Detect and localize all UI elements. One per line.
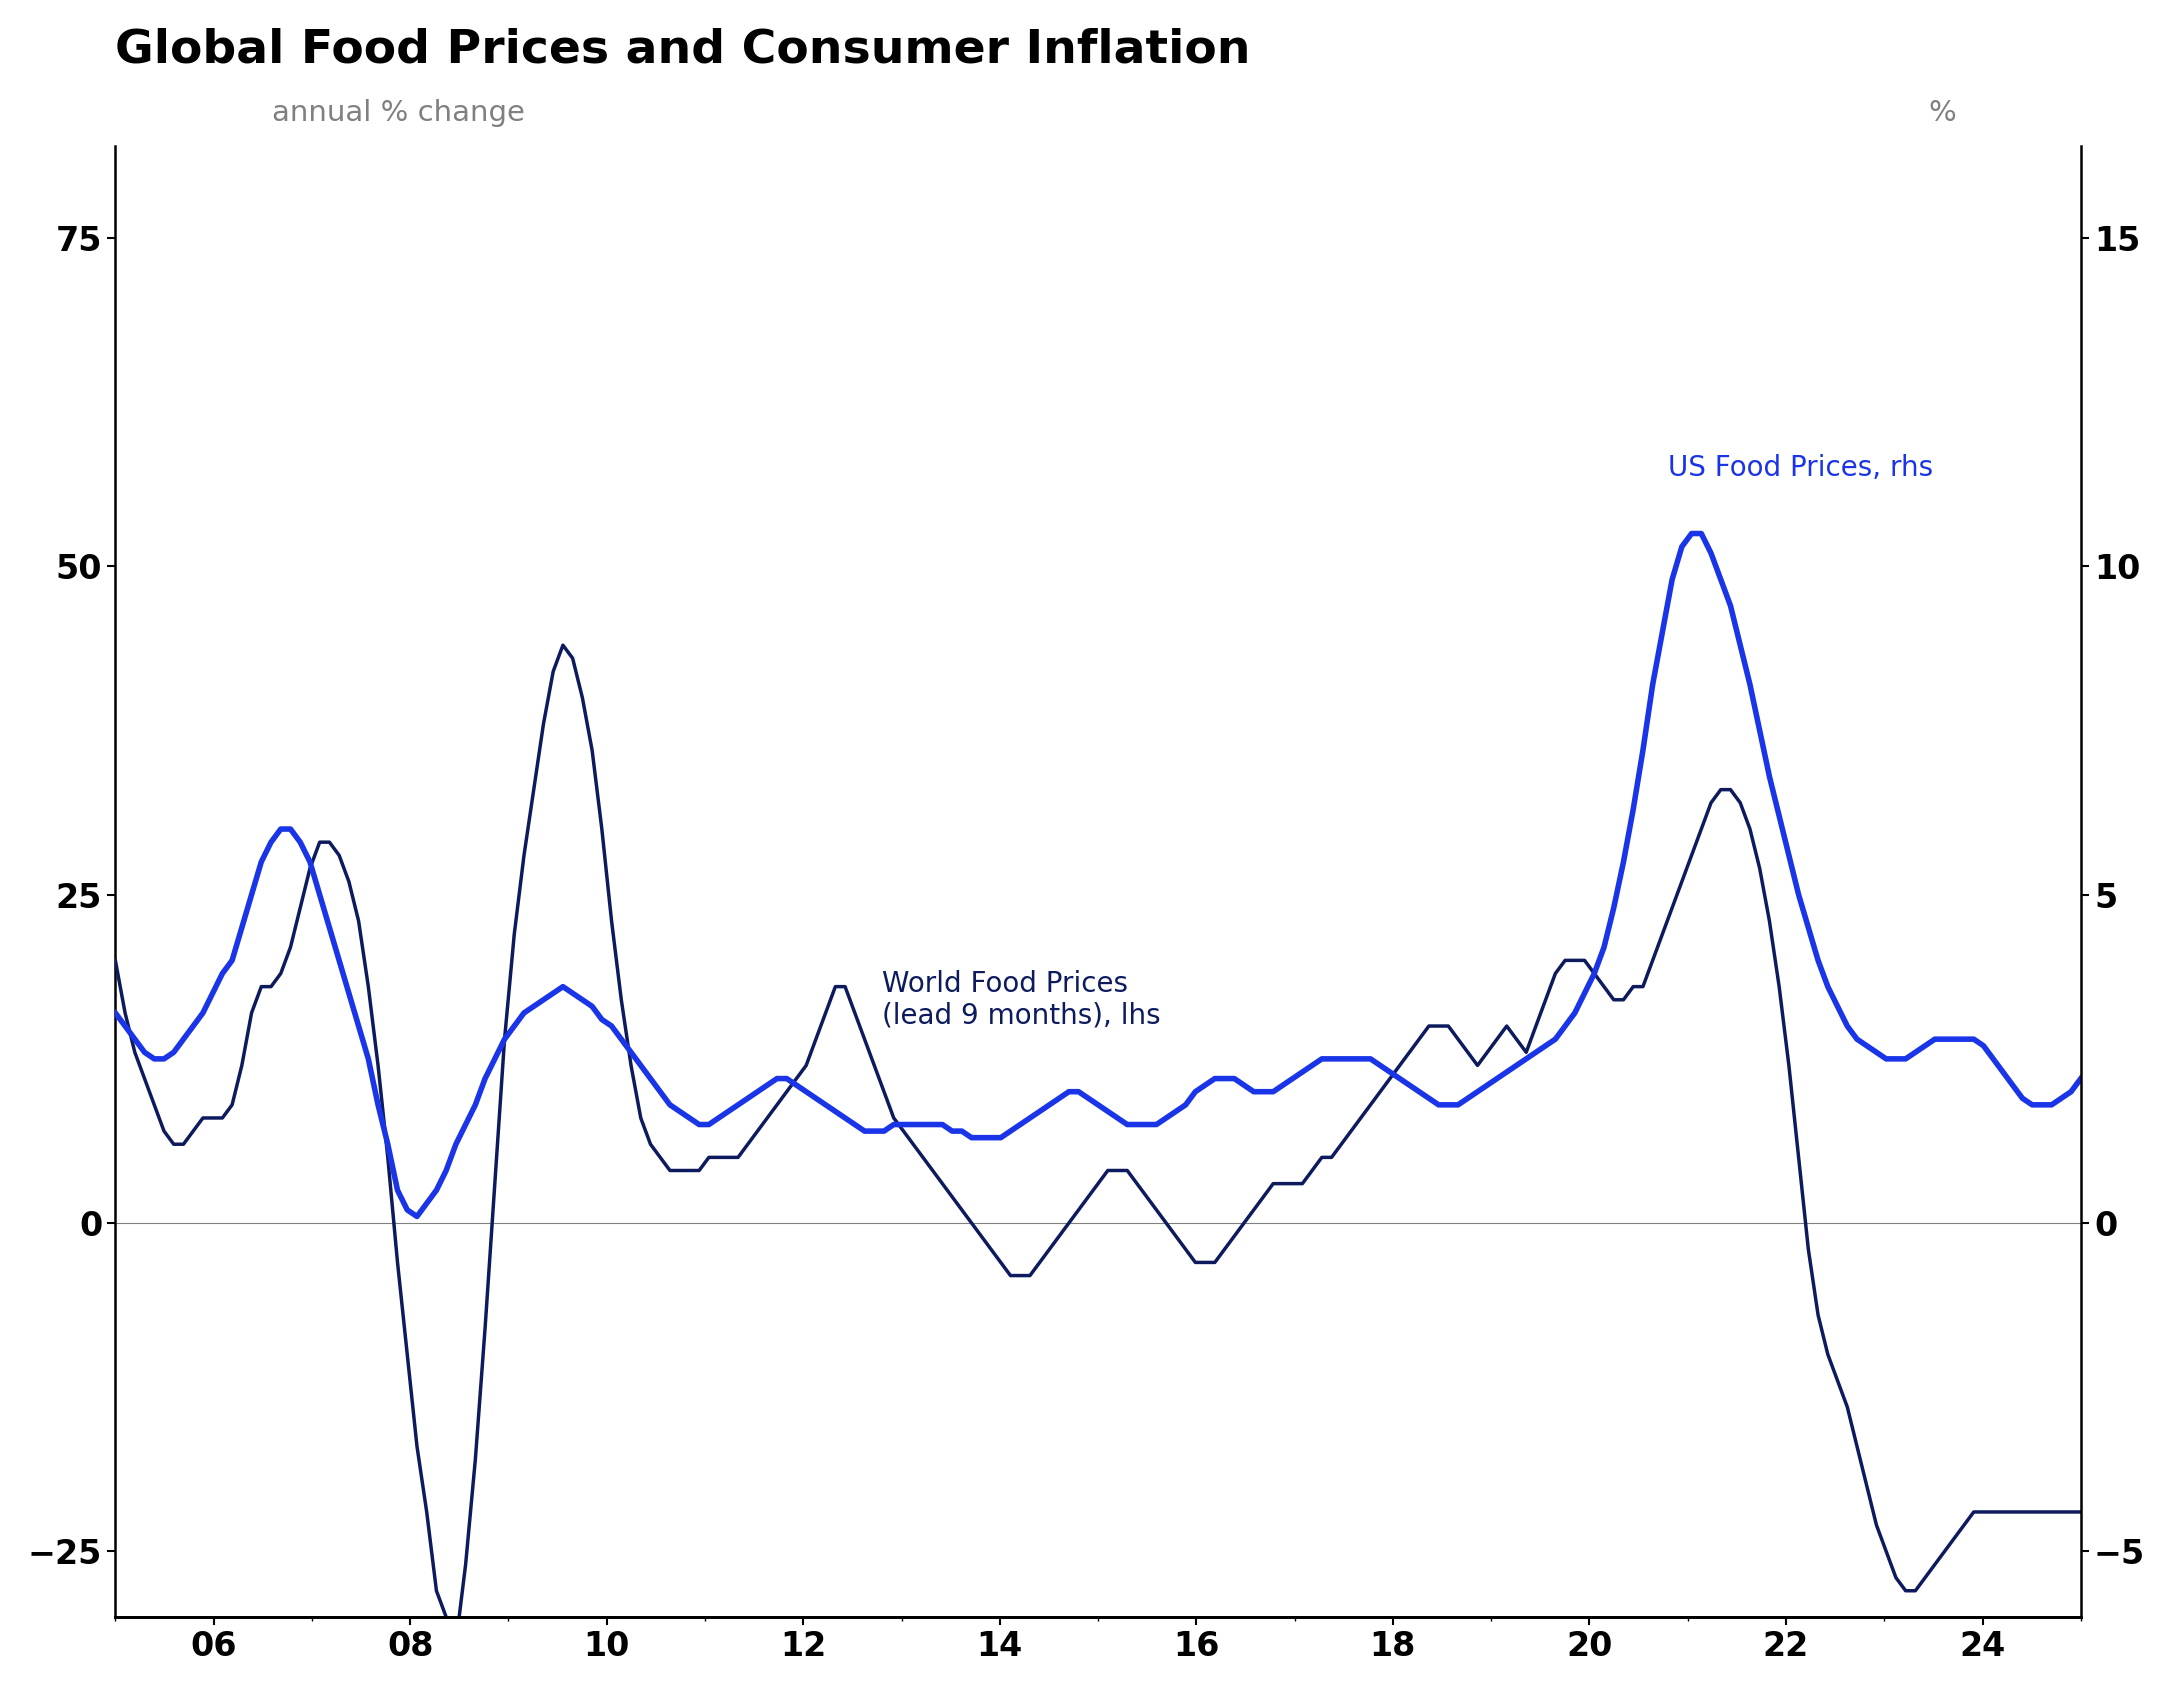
Text: World Food Prices
(lead 9 months), lhs: World Food Prices (lead 9 months), lhs (882, 969, 1160, 1030)
Text: US Food Prices, rhs: US Food Prices, rhs (1669, 453, 1934, 482)
Text: Global Food Prices and Consumer Inflation: Global Food Prices and Consumer Inflatio… (115, 27, 1252, 73)
Text: %: % (1927, 98, 1956, 127)
Text: annual % change: annual % change (272, 98, 524, 127)
